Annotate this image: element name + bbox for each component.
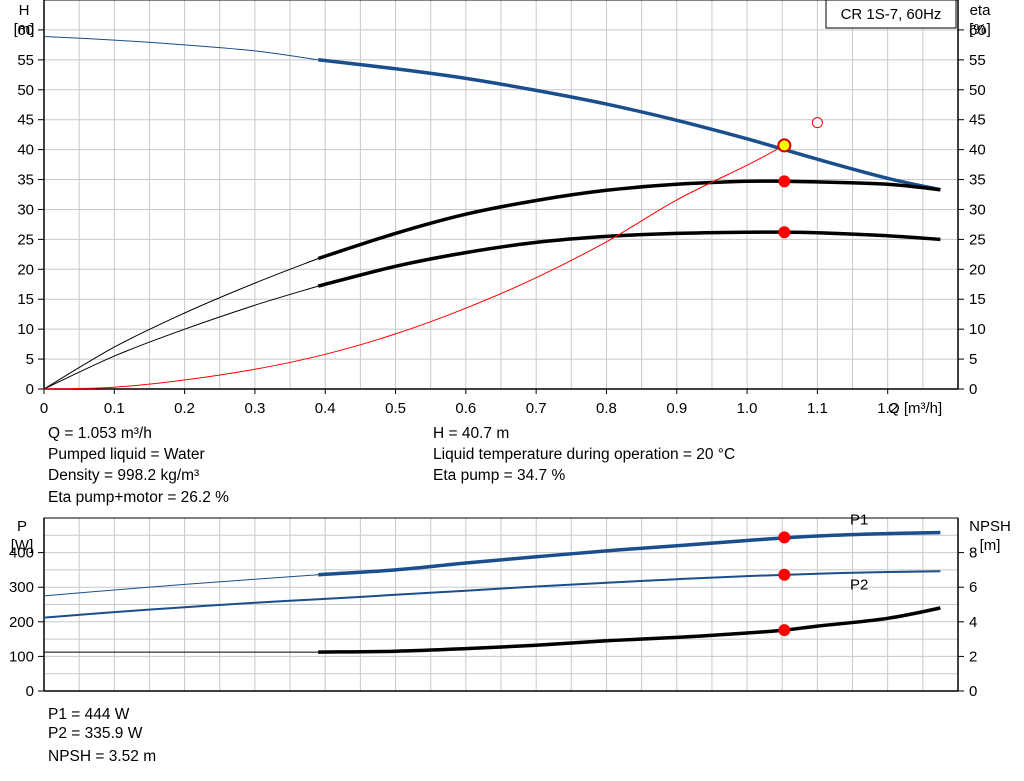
x-tick-label: 0.6 [455, 400, 476, 417]
info-npsh: NPSH = 3.52 m [48, 748, 157, 765]
top-left-tick-label: 25 [17, 231, 34, 248]
top-right-tick-label: 30 [969, 201, 986, 218]
x-tick-label: 0.4 [315, 400, 336, 417]
x-tick-label: 0.2 [174, 400, 195, 417]
y-left-label-name: H [19, 2, 30, 19]
series-H-line [317, 58, 941, 192]
point-P2_point [778, 568, 791, 581]
bottom-right-tick-label: 0 [969, 683, 977, 700]
top-right-tick-label: 50 [969, 82, 986, 99]
info-eta-total: Eta pump+motor = 26.2 % [48, 489, 229, 506]
top-left-tick-label: 10 [17, 321, 34, 338]
top-left-tick-label: 45 [17, 112, 34, 129]
x-tick-label: 0.3 [244, 400, 265, 417]
series-eta_total-thin-line [43, 285, 319, 390]
x-tick-label: 1.2 [877, 400, 898, 417]
point-duty_point [777, 138, 792, 153]
series-label-P2: P2 [850, 576, 868, 593]
top-left-tick-label: 20 [17, 261, 34, 278]
bottom-left-tick-label: 0 [26, 683, 34, 700]
bottom-right-tick-label: 8 [969, 545, 977, 562]
top-left-tick-label: 50 [17, 82, 34, 99]
top-left-tick-label: 15 [17, 291, 34, 308]
top-right-tick-label: 45 [969, 112, 986, 129]
info-p1: P1 = 444 W [48, 706, 130, 723]
info-flow: Q = 1.053 m³/h [48, 425, 152, 442]
bottom-right-tick-label: 2 [969, 648, 977, 665]
x-tick-label: 0.5 [385, 400, 406, 417]
top-right-tick-label: 25 [969, 231, 986, 248]
x-tick-label: 0.7 [526, 400, 547, 417]
top-left-tick-label: 55 [17, 52, 34, 69]
top-right-tick-label: 35 [969, 172, 986, 189]
top-right-tick-label: 20 [969, 261, 986, 278]
power-npsh-panel: 0 100 200 300 400 0 2 4 6 8 P [W] NPSH [m] P1 P2 [9, 512, 1011, 700]
series-eta_total-line [317, 230, 941, 288]
top-right-tick-label: 40 [969, 142, 986, 159]
top-left-tick-label: 5 [26, 351, 34, 368]
series-system_curve-line [43, 144, 785, 390]
series-H-thin-line [43, 36, 319, 61]
bottom-left-tick-label: 400 [9, 545, 34, 562]
top-right-tick-label: 60 [969, 22, 986, 39]
x-tick-label: 0 [40, 400, 48, 417]
bottom-left-tick-label: 300 [9, 579, 34, 596]
x-tick-label: 0.8 [596, 400, 617, 417]
bottom-left-tick-label: 100 [9, 648, 34, 665]
info-pumped-liquid: Pumped liquid = Water [48, 446, 205, 463]
y-left-label-unit-bottom: [W] [11, 537, 34, 554]
info-head: H = 40.7 m [433, 425, 510, 442]
x-tick-label: 0.9 [666, 400, 687, 417]
bottom-left-tick-label: 200 [9, 614, 34, 631]
point-open_marker [811, 117, 823, 129]
info-eta-pump: Eta pump = 34.7 % [433, 467, 566, 484]
point-eta_pump_point [778, 175, 791, 188]
top-right-tick-label: 55 [969, 52, 986, 69]
x-tick-label: 1.1 [807, 400, 828, 417]
y-left-label-name-bottom: P [17, 518, 27, 535]
series-P1-thin-line [43, 574, 319, 597]
top-left-tick-label: 60 [17, 22, 34, 39]
info-temperature: Liquid temperature during operation = 20… [433, 446, 736, 463]
top-left-tick-label: 0 [26, 381, 34, 398]
bottom-right-tick-label: 6 [969, 579, 977, 596]
top-left-tick-label: 30 [17, 201, 34, 218]
chart-title: CR 1S-7, 60Hz [841, 6, 942, 23]
point-NPSH_point [778, 624, 791, 637]
top-right-tick-label: 15 [969, 291, 986, 308]
top-right-tick-label: 0 [969, 381, 977, 398]
y-right-label-name: eta [970, 2, 992, 19]
info-density: Density = 998.2 kg/m³ [48, 467, 200, 484]
point-P1_point [778, 531, 791, 544]
y-right-label-unit: [%] [969, 21, 991, 38]
top-right-tick-label: 5 [969, 351, 977, 368]
top-left-tick-label: 35 [17, 172, 34, 189]
series-label-P1: P1 [850, 512, 868, 529]
top-right-tick-label: 10 [969, 321, 986, 338]
y-left-label-unit: [m] [14, 21, 35, 38]
point-eta_total_point [778, 226, 791, 239]
y-right-label-name-bottom: NPSH [969, 518, 1011, 535]
series-P1-line [318, 530, 941, 577]
series-NPSH-line [318, 606, 941, 654]
bottom-right-tick-label: 4 [969, 614, 977, 631]
series-eta_pump-thin-line [43, 258, 319, 390]
x-tick-label: 0.1 [104, 400, 125, 417]
info-p2: P2 = 335.9 W [48, 725, 143, 742]
top-left-tick-label: 40 [17, 142, 34, 159]
series-P2-line [43, 570, 941, 619]
x-axis-label: Q [m³/h] [888, 400, 942, 417]
y-right-label-unit-bottom: [m] [980, 537, 1001, 554]
series-eta_pump-line [317, 179, 941, 261]
x-tick-label: 1.0 [737, 400, 758, 417]
chart-title-box [825, 0, 957, 29]
